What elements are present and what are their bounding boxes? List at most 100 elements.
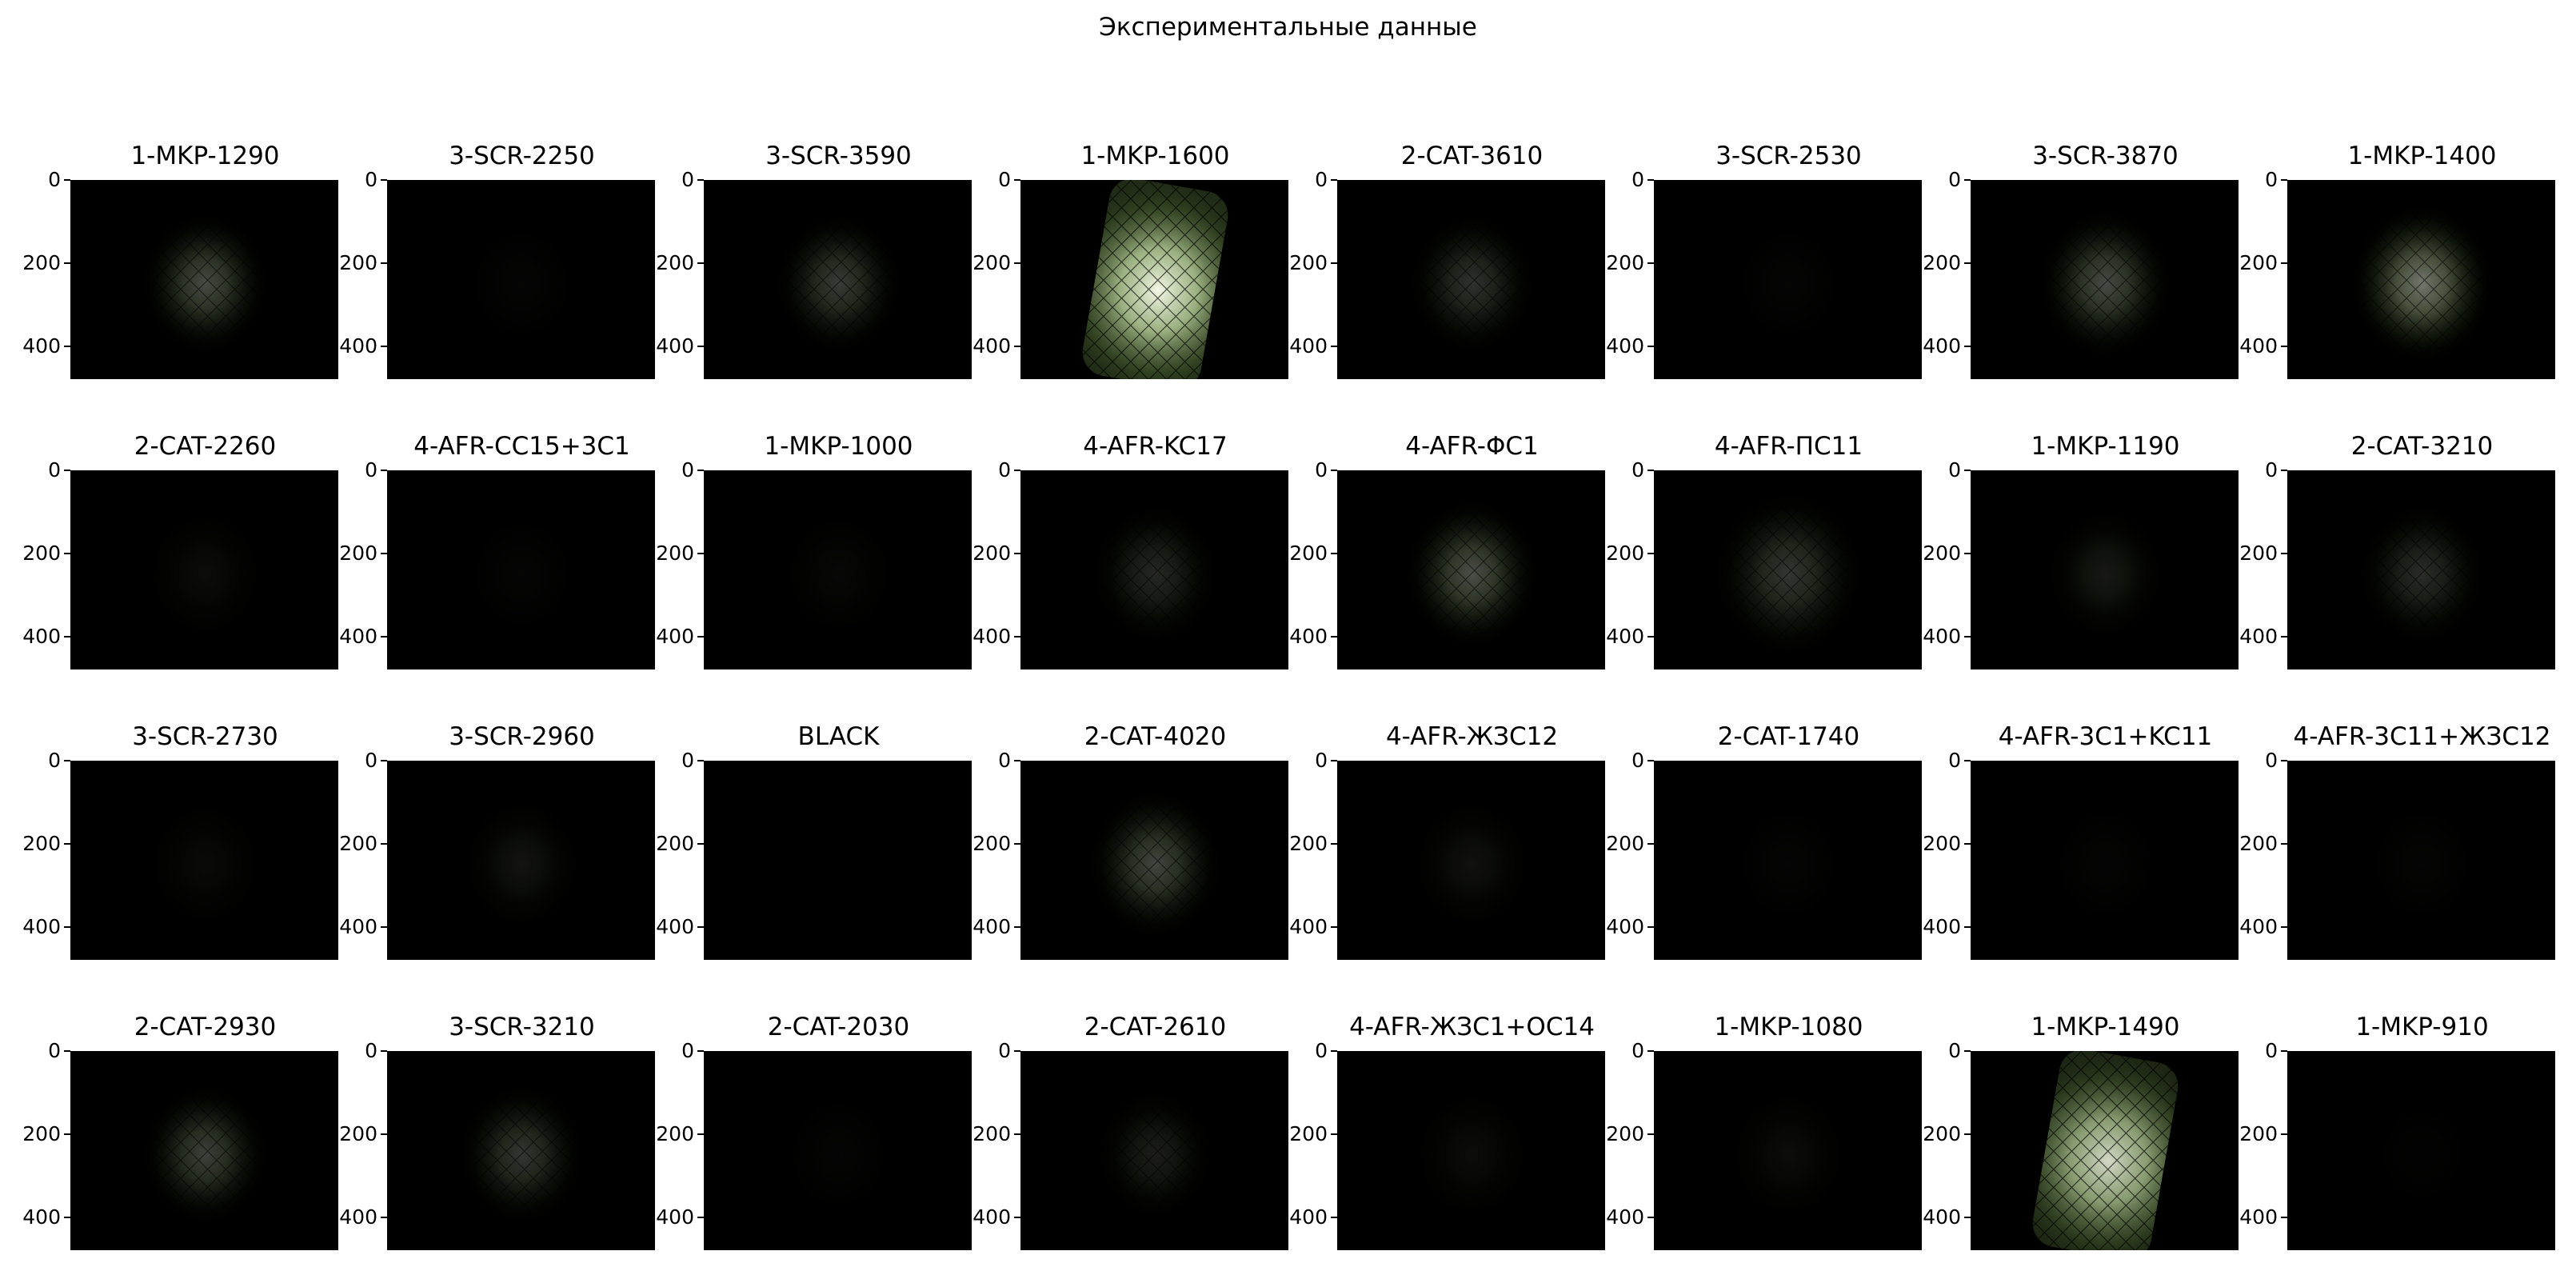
y-tick-mark [1014, 1133, 1020, 1135]
panel-title: 1-MKP-1190 [2031, 432, 2180, 461]
panel-image-svg [1411, 797, 1533, 932]
y-axis-line [1971, 470, 1972, 669]
y-tick-mark [381, 1133, 387, 1135]
y-tick-mark [2281, 925, 2287, 928]
glow-spot [2044, 506, 2167, 641]
y-tick-mark [2281, 1050, 2287, 1052]
y-tick-label: 0 [681, 1039, 694, 1062]
y-tick-mark [64, 1133, 70, 1135]
mesh-overlay [1404, 498, 1540, 649]
glow-spot [1727, 797, 1850, 932]
panel-image-svg [1727, 216, 1850, 351]
y-tick-mark [1964, 179, 1971, 181]
panel-image [1022, 761, 1288, 960]
y-tick-mark [1964, 760, 1971, 761]
panel-title: 1-MKP-1600 [1080, 142, 1230, 170]
y-axis-line [1654, 1051, 1655, 1250]
panel-title: 3-SCR-3590 [765, 142, 912, 170]
y-tick-label: 0 [1631, 168, 1644, 191]
panel-image [1655, 761, 1922, 960]
y-axis-line [704, 1051, 705, 1250]
y-tick-label: 0 [48, 168, 61, 191]
y-tick-mark [1964, 345, 1971, 347]
panel-title: 4-AFR-CC15+3C1 [413, 432, 630, 461]
panel-title: 3-SCR-3210 [449, 1013, 595, 1041]
y-tick-label: 200 [2239, 831, 2278, 855]
panel-image-svg [2357, 502, 2487, 645]
y-tick-mark [1014, 179, 1020, 181]
y-tick-mark [1014, 925, 1020, 928]
panel-title: 3-SCR-2730 [132, 722, 278, 751]
y-tick-label: 400 [972, 624, 1011, 648]
y-tick-mark [2281, 262, 2287, 264]
y-tick-mark [381, 925, 387, 928]
y-tick-label: 0 [365, 1039, 377, 1062]
y-axis-line [1654, 180, 1655, 379]
y-tick-label: 400 [2239, 624, 2278, 648]
y-tick-label: 400 [2239, 914, 2278, 938]
y-tick-label: 400 [1289, 914, 1328, 938]
y-tick-label: 400 [656, 624, 694, 648]
y-tick-label: 0 [48, 1039, 61, 1062]
y-tick-label: 400 [22, 624, 61, 648]
y-tick-mark [1647, 262, 1654, 264]
panel-image [389, 470, 655, 669]
y-tick-label: 400 [339, 1205, 377, 1229]
mesh-overlay [1087, 788, 1224, 940]
y-tick-mark [2281, 635, 2287, 637]
panel-image [1339, 180, 1605, 379]
y-tick-label: 200 [656, 1121, 694, 1145]
panel-title: 4-AFR-KC17 [1083, 432, 1228, 461]
panel-image [389, 180, 655, 379]
y-axis-line [70, 470, 72, 669]
y-tick-label: 0 [681, 749, 694, 772]
y-axis-line [1337, 1051, 1339, 1250]
y-axis-line [2287, 1051, 2289, 1250]
mesh-overlay [140, 212, 270, 355]
y-tick-label: 0 [1315, 749, 1328, 772]
y-tick-label: 400 [972, 334, 1011, 358]
glow-spot [1411, 1087, 1533, 1222]
mesh-overlay [457, 1083, 587, 1226]
glow-spot [144, 797, 266, 932]
y-tick-mark [1331, 760, 1337, 761]
panel-title: 1-MKP-1080 [1714, 1013, 1863, 1041]
y-tick-mark [2281, 345, 2287, 347]
y-tick-mark [1964, 1050, 1971, 1052]
y-tick-mark [2281, 760, 2287, 761]
y-tick-mark [381, 635, 387, 637]
panel-title: 4-AFR-3C11+ЖЗС12 [2293, 722, 2551, 751]
panel-image-svg [144, 506, 266, 641]
glow-spot [461, 506, 583, 641]
y-axis-line [2287, 470, 2289, 669]
panel-title: 4-AFR-3C1+KC11 [1998, 722, 2213, 751]
y-tick-mark [1964, 262, 1971, 264]
panel-image-svg [1078, 180, 1232, 379]
y-axis-line [1337, 180, 1339, 379]
y-tick-mark [64, 470, 70, 471]
y-tick-label: 0 [681, 168, 694, 191]
panel-image [389, 1051, 655, 1250]
y-tick-label: 200 [1289, 541, 1328, 565]
y-tick-mark [381, 262, 387, 264]
y-tick-label: 0 [365, 168, 377, 191]
y-tick-label: 0 [2265, 458, 2278, 482]
panel-image [1655, 1051, 1922, 1250]
y-tick-mark [1964, 1133, 1971, 1135]
glow-spot [2361, 1087, 2483, 1222]
y-axis-line [1654, 470, 1655, 669]
y-tick-mark [697, 1050, 704, 1052]
panel-image-svg [1087, 788, 1224, 940]
y-tick-mark [64, 760, 70, 761]
panel-image-svg [457, 1083, 587, 1226]
y-tick-mark [64, 925, 70, 928]
y-tick-label: 0 [2265, 1039, 2278, 1062]
y-tick-label: 200 [339, 1121, 377, 1145]
mesh-overlay [2037, 207, 2174, 359]
y-tick-label: 200 [339, 250, 377, 274]
y-tick-label: 200 [656, 831, 694, 855]
y-tick-mark [1331, 1050, 1337, 1052]
panel-image [1655, 180, 1922, 379]
y-tick-label: 200 [972, 541, 1011, 565]
panel-title: 1-MKP-1400 [2347, 142, 2497, 170]
